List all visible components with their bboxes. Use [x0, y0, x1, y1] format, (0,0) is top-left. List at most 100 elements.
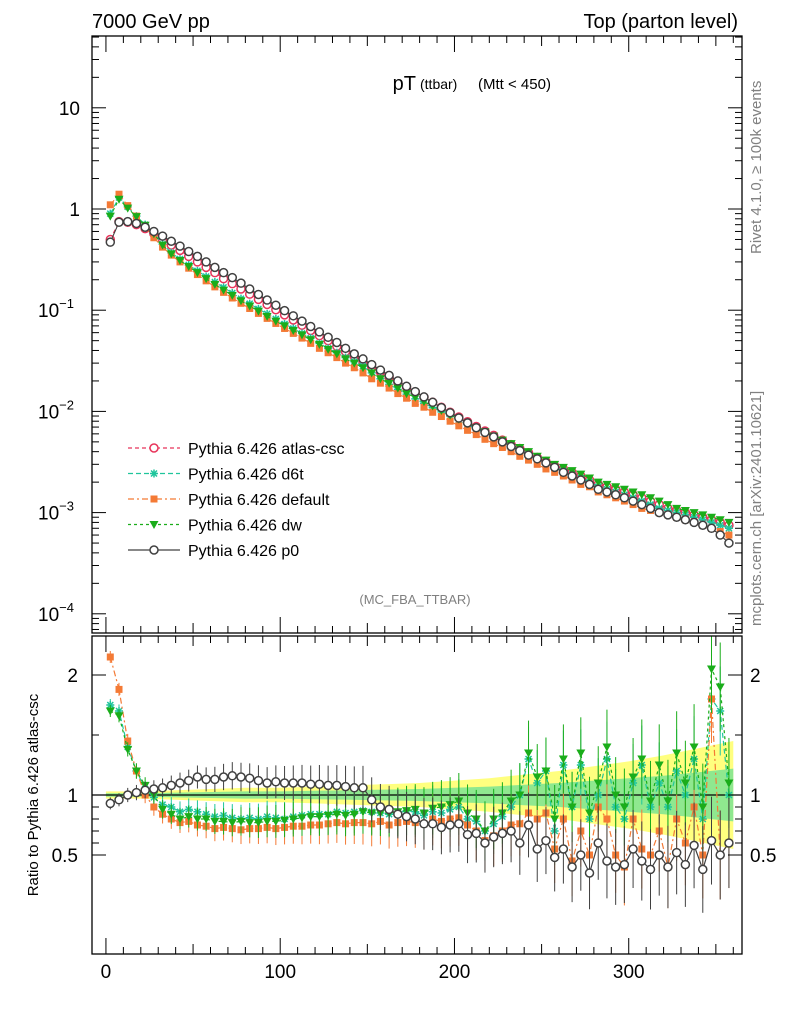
ratio-data-point: [289, 779, 297, 787]
main-data-point: [359, 355, 367, 363]
main-data-point: [324, 333, 332, 341]
main-data-point: [594, 485, 602, 493]
main-y-tick-label: 10: [59, 99, 80, 120]
main-data-point: [673, 513, 681, 521]
legend-label: Pythia 6.426 p0: [188, 543, 299, 560]
main-data-point: [376, 366, 384, 374]
main-data-point: [281, 307, 289, 315]
main-data-point: [559, 468, 567, 476]
main-data-point: [307, 323, 315, 331]
ratio-data-point: [586, 869, 594, 877]
legend-label: Pythia 6.426 default: [188, 492, 330, 509]
x-tick-label: 200: [439, 962, 471, 983]
main-data-point: [368, 361, 376, 369]
main-data-point: [647, 504, 655, 512]
ratio-data-point: [481, 839, 489, 847]
main-data-point: [472, 424, 480, 432]
main-data-point: [525, 451, 533, 459]
ratio-data-point: [498, 829, 506, 837]
legend-marker: [150, 546, 158, 554]
ratio-data-point: [533, 845, 541, 853]
ratio-data-point: [516, 839, 524, 847]
main-data-point: [246, 285, 254, 293]
ratio-data-point: [202, 775, 210, 783]
ratio-y-tick-label-left: 1: [67, 786, 78, 807]
ratio-data-point: [385, 805, 393, 813]
main-data-point: [690, 518, 698, 526]
main-data-point: [298, 317, 306, 325]
ratio-data-point: [681, 861, 689, 869]
main-data-point: [254, 290, 262, 298]
main-data-point: [220, 269, 228, 277]
ratio-data-point: [603, 816, 610, 823]
main-data-point: [411, 388, 419, 396]
main-data-point: [272, 301, 280, 309]
main-data-point: [342, 344, 350, 352]
x-tick-label: 100: [264, 962, 296, 983]
ratio-data-point: [107, 654, 114, 661]
main-data-point: [620, 494, 628, 502]
ratio-data-point: [228, 772, 236, 780]
ratio-data-point: [690, 841, 698, 849]
main-data-point: [106, 238, 114, 246]
ratio-data-point: [525, 821, 533, 829]
ratio-data-point: [246, 774, 254, 782]
legend-label: Pythia 6.426 atlas-csc: [188, 441, 345, 458]
main-data-point: [159, 232, 167, 240]
main-data-point: [716, 531, 724, 539]
ratio-data-point: [507, 827, 515, 835]
main-data-point: [394, 377, 402, 385]
ratio-data-point: [708, 837, 716, 845]
plot-svg: 7000 GeV pp Top (parton level) Rivet 4.1…: [0, 0, 786, 1024]
legend-marker: [150, 444, 158, 452]
ratio-data-point: [472, 829, 480, 837]
ratio-data-point: [193, 773, 201, 781]
main-data-point: [464, 419, 472, 427]
ratio-data-point: [167, 781, 175, 789]
ratio-data-point: [437, 823, 445, 831]
main-data-point: [403, 382, 411, 390]
main-data-point: [455, 414, 463, 422]
rivet-label: Rivet 4.1.0, ≥ 100k events: [748, 81, 765, 254]
ratio-data-point: [620, 861, 628, 869]
ratio-y-tick-label-right: 1: [750, 786, 761, 807]
ratio-y-label: Ratio to Pythia 6.426 atlas-csc: [25, 693, 42, 896]
main-data-point: [115, 218, 123, 226]
main-data-point: [533, 455, 541, 463]
main-data-point: [385, 371, 393, 379]
main-data-point: [481, 428, 489, 436]
ratio-data-point: [629, 845, 637, 853]
header-left: 7000 GeV pp: [92, 11, 210, 33]
main-data-point: [437, 404, 445, 412]
main-data-point: [490, 433, 498, 441]
legend-label: Pythia 6.426 d6t: [188, 467, 304, 484]
main-data-point: [568, 472, 576, 480]
legend-marker: [150, 470, 158, 478]
ratio-data-point: [559, 845, 567, 853]
ratio-data-point: [455, 820, 463, 828]
x-tick-label: 300: [613, 962, 645, 983]
ratio-data-point: [429, 820, 437, 828]
ratio-data-point: [132, 789, 140, 797]
main-data-point: [150, 227, 158, 235]
main-data-point: [655, 509, 663, 517]
legend-label: Pythia 6.426 dw: [188, 518, 302, 535]
main-data-point: [708, 524, 716, 532]
ratio-data-point: [211, 775, 219, 783]
ratio-data-point: [281, 779, 289, 787]
title-cut: (Mtt < 450): [478, 76, 551, 93]
main-data-point: [429, 398, 437, 406]
main-data-point: [507, 442, 515, 450]
x-tick-label: 0: [101, 962, 112, 983]
ratio-data-point: [141, 786, 149, 794]
ratio-data-point: [568, 863, 576, 871]
ratio-data-point: [185, 777, 193, 785]
ratio-data-point: [603, 857, 611, 865]
ratio-data-point: [254, 777, 262, 785]
ratio-data-point: [577, 851, 585, 859]
ratio-data-point: [612, 863, 620, 871]
ratio-data-point: [394, 810, 402, 818]
ratio-data-point: [359, 784, 367, 792]
main-data-point: [681, 516, 689, 524]
main-data-point: [193, 252, 201, 260]
